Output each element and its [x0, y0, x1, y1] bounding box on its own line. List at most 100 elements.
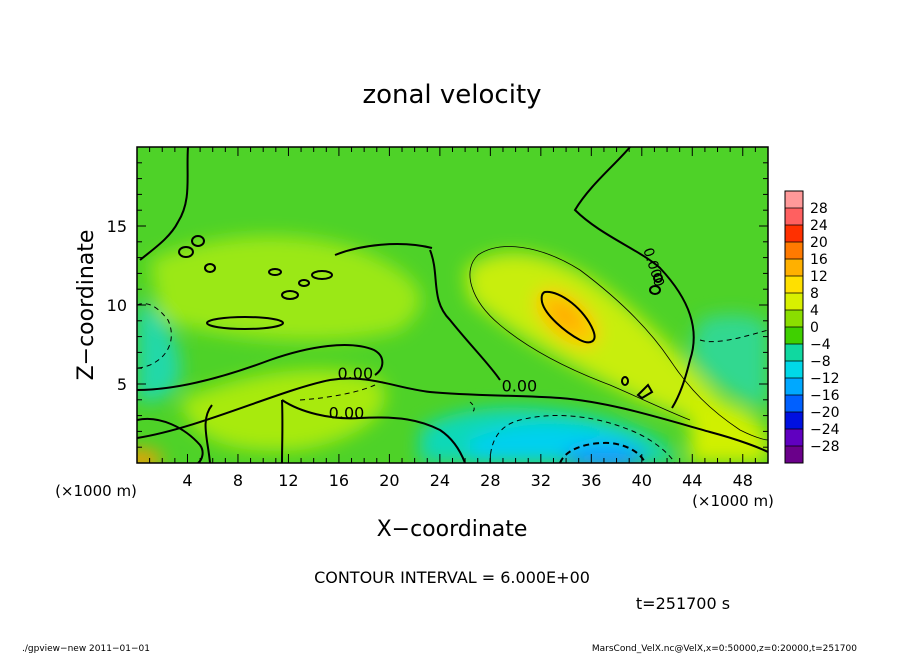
- contour-neg-small: [469, 401, 475, 413]
- colorbar-swatch: [785, 429, 803, 447]
- field-patch-bottom-blue: [563, 446, 647, 463]
- colorbar-swatch: [785, 310, 803, 328]
- contour-neg-deep: [559, 441, 646, 463]
- contour-jet-core: [540, 290, 596, 344]
- contour-label: 0.00: [329, 403, 365, 422]
- contour-zero-low: [281, 399, 466, 463]
- contour-island-a: [206, 316, 284, 330]
- colorbar-swatch: [785, 293, 803, 311]
- contour-interval-text: CONTOUR INTERVAL = 6.000E+00: [314, 568, 590, 587]
- contour-neg-bottom: [489, 415, 676, 463]
- x-tick-label: 16: [329, 471, 349, 490]
- colorbar-swatch: [785, 395, 803, 413]
- field-patch-right-cyan: [690, 314, 768, 410]
- colorbar-label: −8: [810, 354, 831, 370]
- colorbar-label: 4: [810, 303, 819, 319]
- contour-island-e: [298, 279, 310, 287]
- colorbar-label: 8: [810, 286, 819, 302]
- contour-zero-ridge: [429, 249, 501, 381]
- x-axis-title: X−coordinate: [377, 517, 528, 542]
- field-jet-core-inner: [549, 302, 581, 330]
- field-patch-left-cyan: [137, 300, 181, 402]
- colorbar-swatch: [785, 344, 803, 362]
- contour-island-f: [178, 246, 194, 258]
- colorbar-label: −12: [810, 371, 840, 387]
- contour-label: 0.00: [502, 377, 538, 396]
- contour-zero-left: [137, 344, 384, 391]
- contour-zero-bottom-left: [137, 417, 204, 463]
- x-tick-label: 12: [278, 471, 298, 490]
- contour-zero-bottom-vert: [204, 404, 213, 463]
- colorbar-swatch: [785, 378, 803, 396]
- contour-island-k: [649, 285, 661, 295]
- chart-title: zonal velocity: [362, 80, 541, 110]
- colorbar-label: 20: [810, 235, 828, 251]
- contour-label: 0.00: [338, 364, 374, 383]
- x-tick-label: 40: [632, 471, 652, 490]
- contour-zero-top: [573, 147, 695, 409]
- x-tick-label: 20: [379, 471, 399, 490]
- contour-zero-upper: [139, 147, 189, 261]
- colorbar-swatch: [785, 225, 803, 243]
- contour-island-i: [621, 376, 629, 386]
- contour-island-b: [281, 290, 299, 300]
- field-patch-bottom-left: [137, 450, 162, 463]
- x-tick-label: 44: [682, 471, 702, 490]
- y-axis-title: Z−coordinate: [74, 230, 99, 381]
- field-patch-right: [690, 399, 768, 463]
- colorbar-swatch: [785, 276, 803, 294]
- colorbar-swatch: [785, 208, 803, 226]
- colorbar-swatch: [785, 446, 803, 464]
- colorbar-label: 24: [810, 218, 828, 234]
- x-unit-label: (×1000 m): [692, 492, 774, 510]
- x-tick-label: 4: [182, 471, 192, 490]
- colorbar-swatch: [785, 327, 803, 345]
- colorbar-swatch: [785, 361, 803, 379]
- x-tick-label: 36: [581, 471, 601, 490]
- contour-island-d: [311, 270, 333, 280]
- contour-island-l: [653, 273, 663, 283]
- colorbar-swatch: [785, 412, 803, 430]
- footer-right: MarsCond_VelX.nc@VelX,x=0:50000,z=0:2000…: [592, 644, 857, 654]
- contour-neg-left: [137, 303, 172, 369]
- contour-lines: [137, 147, 768, 463]
- contour-plus6-jet: [477, 246, 768, 441]
- colorbar-label: −4: [810, 337, 831, 353]
- field-shading: [137, 236, 768, 463]
- colorbar-label: −24: [810, 422, 840, 438]
- footer-left: ./gpview−new 2011−01−01: [22, 644, 150, 654]
- contour-zero-arc: [334, 243, 433, 256]
- y-tick-label: 10: [107, 296, 127, 315]
- colorbar-swatch: [785, 242, 803, 260]
- contour-plus6-jet-b: [469, 254, 691, 421]
- x-tick-label: 48: [733, 471, 753, 490]
- colorbar-label: −28: [810, 439, 840, 455]
- contour-island-g: [191, 235, 205, 247]
- colorbar-swatch: [785, 191, 803, 209]
- x-tick-label: 28: [480, 471, 500, 490]
- y-tick-label: 5: [117, 375, 127, 394]
- contour-labels: 0.000.000.000.000: [329, 246, 667, 423]
- contour-neg-right: [699, 329, 768, 343]
- colorbar-label: −16: [810, 388, 840, 404]
- contour-island-j: [636, 383, 654, 400]
- colorbar-label: −20: [810, 405, 840, 421]
- x-tick-label: 8: [233, 471, 243, 490]
- colorbar-label: 0: [810, 320, 819, 336]
- contour-island-h: [204, 263, 216, 273]
- x-tick-label: 24: [430, 471, 450, 490]
- colorbar-swatch: [785, 259, 803, 277]
- y-tick-label: 15: [107, 217, 127, 236]
- colorbar-label: 16: [810, 252, 828, 268]
- contour-zero-mid: [137, 377, 768, 453]
- colorbar-label: 12: [810, 269, 828, 285]
- y-unit-label: (×1000 m): [55, 482, 137, 500]
- colorbar-label: 28: [810, 201, 828, 217]
- time-label: t=251700 s: [636, 594, 730, 613]
- plot-area: 0.000.000.000.000: [137, 147, 768, 463]
- x-tick-label: 32: [531, 471, 551, 490]
- contour-island-c: [268, 268, 282, 276]
